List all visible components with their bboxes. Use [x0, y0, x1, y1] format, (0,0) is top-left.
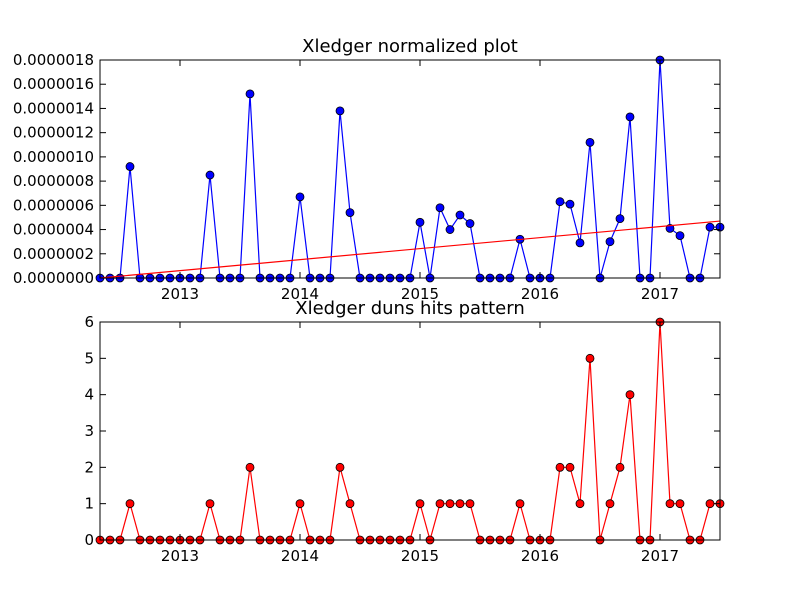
- y-tick-label: 0.0000012: [13, 124, 94, 142]
- x-tick-label: 2015: [401, 285, 439, 303]
- normalized-data-point: [705, 222, 715, 232]
- x-tick-label: 2016: [521, 547, 559, 565]
- normalized-data-point: [585, 137, 595, 147]
- y-tick-label: 1: [84, 495, 94, 513]
- hits-data-point: [665, 499, 675, 509]
- hits-data-point: [455, 499, 465, 509]
- y-tick-label: 2: [84, 458, 94, 476]
- y-tick-label: 0: [84, 531, 94, 549]
- y-tick-label: 0.0000008: [13, 172, 94, 190]
- normalized-data-point: [575, 238, 585, 248]
- normalized-data-point: [605, 237, 615, 247]
- x-tick-label: 2017: [641, 547, 679, 565]
- hits-data-point: [555, 462, 565, 472]
- hits-data-point: [575, 499, 585, 509]
- hits-data-point: [615, 462, 625, 472]
- hits-data-point: [335, 462, 345, 472]
- y-tick-label: 5: [84, 349, 94, 367]
- normalized-plot-ticks: 2013 2014 2015 2016 2017 0.0000000 0.0000002 0.…: [13, 51, 720, 303]
- normalized-data-point: [205, 170, 215, 180]
- normalized-data-point: [415, 217, 425, 227]
- y-tick-label: 0.0000000: [13, 269, 94, 287]
- duns-hits-ticks: 2013 2014 2015 2016 2017 0 1 2 3 4 5 6: [84, 313, 720, 565]
- hits-data-point: [245, 462, 255, 472]
- hits-data-point: [295, 499, 305, 509]
- normalized-data-point: [295, 192, 305, 202]
- hits-data-point: [435, 499, 445, 509]
- hits-data-point: [605, 499, 615, 509]
- normalized-data-point: [455, 210, 465, 220]
- hits-data-point: [625, 390, 635, 400]
- hits-data-point: [565, 462, 575, 472]
- normalized-data-point: [345, 208, 355, 218]
- normalized-data-point: [565, 199, 575, 209]
- normalized-plot-axes: Xledger normalized plot 2013 2014 2015 2016…: [13, 36, 725, 303]
- x-tick-label: 2013: [161, 547, 199, 565]
- hits-data-point: [345, 499, 355, 509]
- y-tick-label: 6: [84, 313, 94, 331]
- y-tick-label: 0.0000016: [13, 75, 94, 93]
- hits-data-point: [515, 499, 525, 509]
- y-tick-label: 0.0000004: [13, 221, 94, 239]
- y-tick-label: 0.0000014: [13, 99, 94, 117]
- normalized-plot-frame: [99, 59, 721, 279]
- normalized-plot-title: Xledger normalized plot: [302, 36, 518, 57]
- y-tick-label: 4: [84, 386, 94, 404]
- normalized-data-point: [465, 219, 475, 228]
- hits-data-point: [675, 499, 685, 509]
- y-tick-label: 3: [84, 422, 94, 440]
- x-tick-label: 2015: [401, 547, 439, 565]
- x-tick-label: 2016: [521, 285, 559, 303]
- normalized-data-point: [335, 106, 345, 116]
- normalized-data-point: [615, 214, 625, 224]
- x-tick-label: 2014: [281, 547, 319, 565]
- normalized-plot-background: [100, 60, 720, 278]
- hits-data-point: [445, 499, 455, 509]
- x-tick-label: 2014: [281, 285, 319, 303]
- hits-data-point: [705, 499, 715, 509]
- hits-data-point: [465, 499, 475, 509]
- hits-data-point: [125, 499, 135, 509]
- normalized-data-point: [555, 197, 565, 207]
- normalized-data-point: [245, 89, 255, 99]
- y-tick-label: 0.0000002: [13, 245, 94, 263]
- x-tick-label: 2017: [641, 285, 679, 303]
- duns-hits-axes: Xledger duns hits pattern 2013 2014 2015 20…: [84, 298, 725, 565]
- hits-data-point: [205, 499, 215, 509]
- normalized-trend-line: [99, 220, 721, 279]
- y-tick-label: 0.0000006: [13, 196, 94, 214]
- normalized-data-point: [125, 162, 135, 171]
- normalized-data-point: [675, 231, 685, 241]
- normalized-data-point: [625, 112, 635, 122]
- hits-data-point: [415, 499, 425, 509]
- duns-hits-background: [100, 322, 720, 540]
- x-tick-label: 2013: [161, 285, 199, 303]
- hits-data-point: [585, 353, 595, 363]
- normalized-data-point: [445, 225, 455, 234]
- duns-hits-title: Xledger duns hits pattern: [295, 298, 525, 319]
- y-tick-label: 0.0000018: [13, 51, 94, 69]
- normalized-data-point: [435, 203, 445, 213]
- y-tick-label: 0.0000010: [13, 148, 94, 166]
